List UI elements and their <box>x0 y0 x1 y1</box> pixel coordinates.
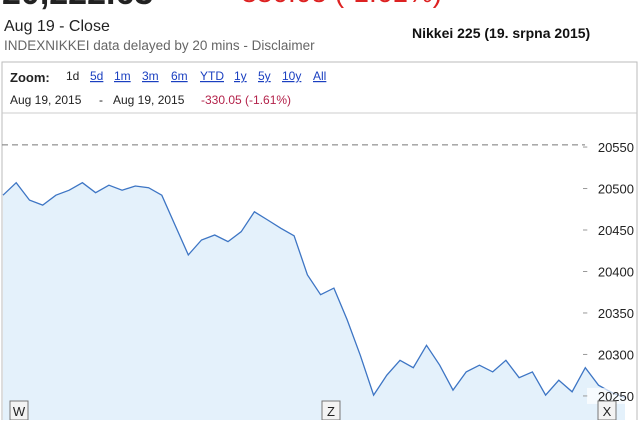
line <box>2 181 626 399</box>
date-to: Aug 19, 2015 <box>113 93 185 107</box>
y-tick-label: 20400 <box>598 264 634 279</box>
date-separator: - <box>99 93 103 107</box>
date-from: Aug 19, 2015 <box>10 93 82 107</box>
y-tick-label: 20350 <box>598 306 634 321</box>
price-change: -330.05 (-1.61%) <box>232 0 442 8</box>
close-label: Aug 19 - Close <box>4 18 110 35</box>
zoom-label: Zoom: <box>10 70 50 85</box>
zoom-option[interactable]: 1y <box>234 69 247 83</box>
zoom-option[interactable]: YTD <box>200 69 224 83</box>
y-tick-bg <box>587 304 635 321</box>
zoom-option[interactable]: 5y <box>258 69 271 83</box>
y-tick-bg <box>587 139 635 156</box>
y-tick-bg <box>587 222 635 239</box>
y-tick-label: 20250 <box>598 389 634 404</box>
y-tick-label: 20300 <box>598 347 634 362</box>
zoom-options: 1d 5d 1m 3m 6m YTD 1y 5y 10y All <box>66 69 326 83</box>
zoom-option[interactable]: 3m <box>142 69 159 83</box>
y-tick-label: 20500 <box>598 182 634 197</box>
y-tick-bg <box>587 387 635 404</box>
range-change: -330.05 (-1.61%) <box>201 93 291 107</box>
y-tick-bg <box>587 180 635 197</box>
flag-label[interactable]: X <box>603 404 612 419</box>
flag-label[interactable]: W <box>13 404 26 419</box>
zoom-option[interactable]: All <box>313 69 326 83</box>
zoom-option[interactable]: 10y <box>282 69 301 83</box>
y-tick-bg <box>587 263 635 280</box>
source: INDEXNIKKEI data delayed by 20 mins - Di… <box>4 38 315 53</box>
y-tick-label: 20450 <box>598 223 634 238</box>
zoom-option[interactable]: 1d <box>66 69 79 83</box>
zoom-option[interactable]: 6m <box>171 69 188 83</box>
zoom-option[interactable]: 5d <box>90 69 103 83</box>
y-tick-bg <box>587 346 635 363</box>
flag-label[interactable]: Z <box>327 404 335 419</box>
price: 20,222.63 <box>2 0 153 12</box>
zoom-option[interactable]: 1m <box>114 69 131 83</box>
y-tick-label: 20550 <box>598 140 634 155</box>
chart-title: Nikkei 225 (19. srpna 2015) <box>412 25 590 41</box>
area <box>3 182 625 420</box>
